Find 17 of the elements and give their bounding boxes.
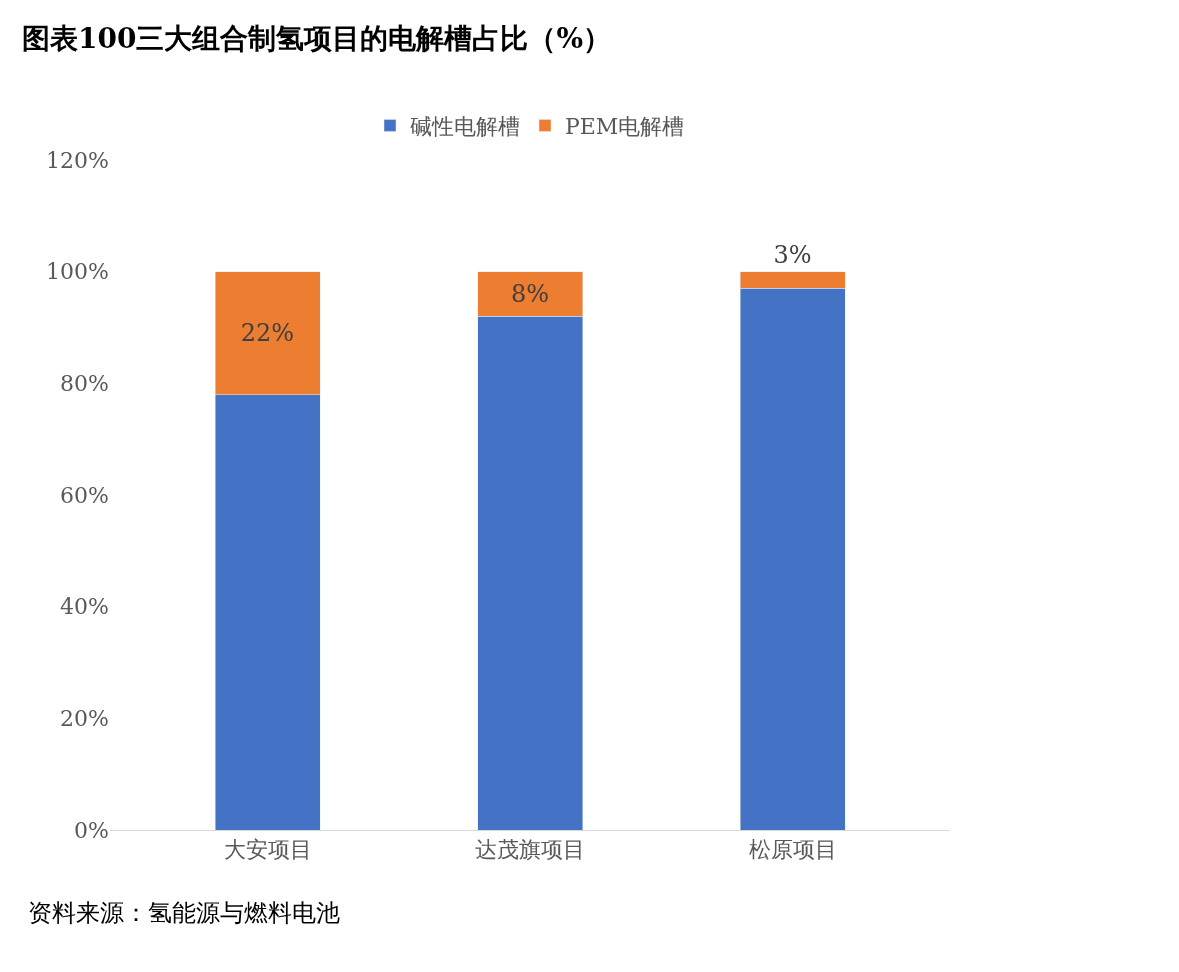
legend-label: PEM电解槽 — [565, 113, 685, 139]
y-tick-label: 100% — [46, 259, 109, 285]
data-label: 22% — [240, 319, 295, 348]
x-tick-label: 松原项目 — [748, 837, 837, 863]
y-tick-label: 0% — [74, 817, 109, 843]
y-tick-label: 40% — [60, 594, 109, 620]
data-label: 3% — [773, 240, 812, 269]
x-tick-label: 达茂旗项目 — [475, 837, 585, 863]
y-tick-label: 120% — [46, 147, 109, 173]
y-tick-label: 60% — [60, 482, 109, 508]
data-label: 8% — [510, 280, 550, 308]
text: 资料来源：氢能源与燃料电池 — [28, 899, 340, 927]
chart-title: 图表100三大组合制氢项目的电解槽占比（%） — [22, 21, 612, 55]
y-tick-label: 80% — [60, 371, 109, 397]
x-tick-label: 大安项目 — [223, 837, 312, 863]
legend-label: 碱性电解槽 — [410, 113, 520, 139]
y-tick-label: 20% — [60, 706, 109, 732]
